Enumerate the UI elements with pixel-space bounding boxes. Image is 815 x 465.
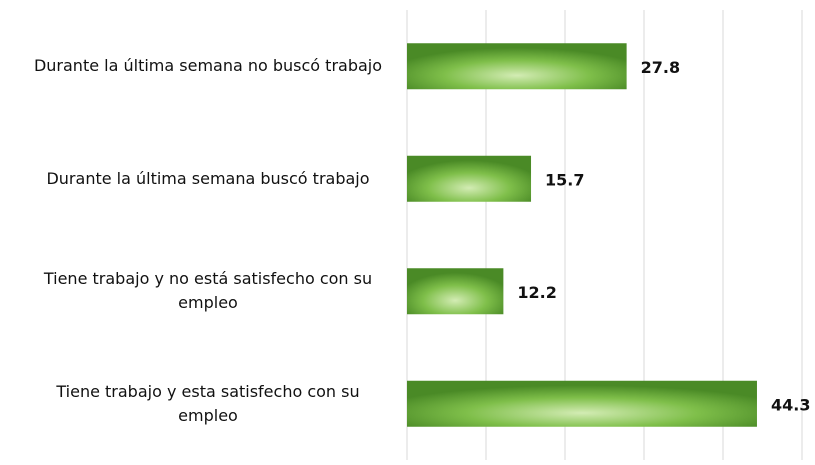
category-label: Tiene trabajo y no está satisfecho con s… <box>43 269 373 313</box>
data-label: 12.2 <box>517 283 556 302</box>
data-label: 27.8 <box>641 58 680 77</box>
bar <box>407 268 504 315</box>
data-label: 15.7 <box>545 170 584 189</box>
category-label: Durante la última semana no buscó trabaj… <box>33 56 383 76</box>
data-label: 44.3 <box>771 395 810 414</box>
bar <box>407 43 627 90</box>
category-label: Tiene trabajo y esta satisfecho con su e… <box>56 381 360 425</box>
bar <box>407 155 532 202</box>
bar <box>407 380 757 427</box>
category-label: Durante la última semana buscó trabajo <box>46 168 370 188</box>
